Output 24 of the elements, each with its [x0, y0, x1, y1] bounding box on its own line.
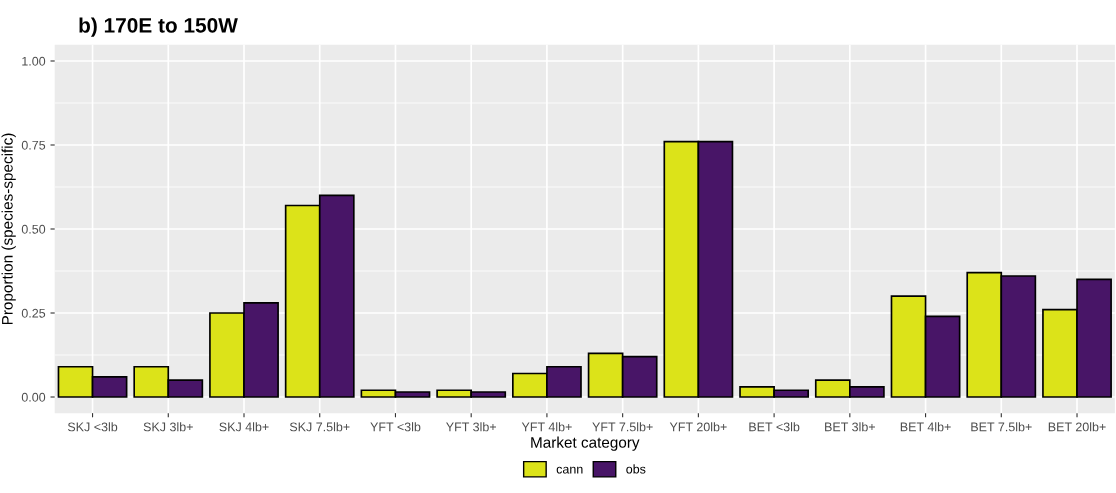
x-tick-label: SKJ <3lb — [67, 422, 118, 432]
y-tick-label: 0.75 — [21, 140, 46, 150]
x-tick-label: SKJ 7.5lb+ — [289, 422, 350, 432]
x-tick-label: YFT <3lb — [370, 422, 421, 432]
x-tick-label: YFT 7.5lb+ — [592, 422, 653, 432]
x-tick-label: SKJ 4lb+ — [219, 422, 269, 432]
x-tick-label: BET 7.5lb+ — [971, 422, 1032, 432]
y-tick-label: 0.25 — [21, 308, 46, 318]
x-tick-label: BET 20lb+ — [1048, 422, 1106, 432]
x-tick-label: BET <3lb — [749, 422, 800, 432]
chart-title: b) 170E to 150W — [79, 17, 238, 37]
x-tick-label: BET 3lb+ — [825, 422, 875, 432]
y-tick-label: 0.00 — [21, 392, 46, 402]
legend-label: cann — [556, 466, 583, 474]
legend-label: obs — [626, 464, 646, 474]
x-tick-label: YFT 4lb+ — [521, 422, 572, 432]
x-tick-label: SKJ 3lb+ — [143, 422, 193, 432]
y-tick-label: 0.50 — [21, 224, 46, 234]
x-tick-label: YFT 20lb+ — [669, 422, 727, 432]
x-tick-label: YFT 3lb+ — [446, 422, 496, 432]
y-tick-label: 1.00 — [22, 56, 46, 66]
x-axis-title: Market category — [531, 436, 640, 451]
x-tick-label: BET 4lb+ — [900, 422, 951, 432]
y-axis-title: Proportion (species-specific) — [1, 133, 16, 325]
